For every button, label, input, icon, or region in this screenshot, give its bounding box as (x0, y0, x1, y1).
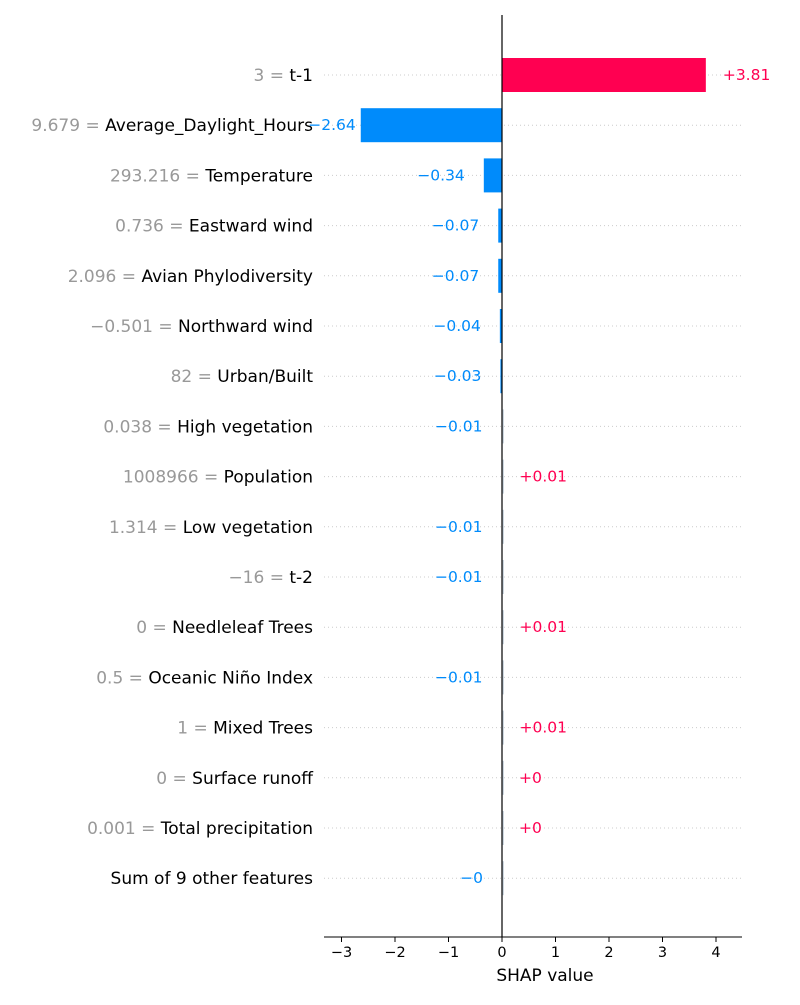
feature-name: Population (224, 468, 313, 488)
feature-label: −0.501 = Northward wind (90, 317, 313, 337)
feature-name: Needleleaf Trees (172, 618, 313, 638)
bar-value-label: +0.01 (520, 719, 568, 737)
shap-bar (360, 108, 502, 143)
shap-bar (501, 459, 504, 494)
feature-label: 1.314 = Low vegetation (109, 518, 313, 538)
feature-label: −16 = t-2 (228, 568, 313, 588)
shap-bar (501, 610, 504, 645)
bar-value-label: −0.07 (432, 217, 480, 235)
feature-name: Northward wind (178, 317, 313, 337)
feature-value: 2.096 = (68, 267, 142, 287)
feature-value: 0 = (156, 769, 192, 789)
shap-bar (501, 660, 504, 695)
x-tick-label: 4 (711, 945, 720, 961)
feature-value: −16 = (228, 568, 289, 588)
bar-value-label: +3.81 (723, 66, 771, 84)
feature-value: 0.038 = (103, 417, 177, 437)
bar-value-label: −0.07 (432, 267, 480, 285)
feature-label: 1 = Mixed Trees (177, 719, 313, 739)
feature-name: t-2 (289, 568, 313, 588)
feature-value: 82 = (171, 367, 218, 387)
shap-bar (501, 811, 504, 845)
feature-label: 2.096 = Avian Phylodiversity (68, 267, 313, 287)
feature-label: 0.038 = High vegetation (103, 417, 313, 437)
shap-bar (499, 309, 502, 343)
x-tick-label: 0 (497, 945, 506, 961)
feature-name: Mixed Trees (213, 719, 313, 739)
bar-value-label: −0.01 (435, 417, 483, 435)
x-tick-label: −3 (331, 945, 352, 961)
x-tick-label: −2 (384, 945, 405, 961)
shap-bar (498, 208, 502, 243)
shap-bar (502, 58, 706, 92)
x-tick-label: 3 (658, 945, 667, 961)
x-tick-label: 2 (604, 945, 613, 961)
feature-name: Average_Daylight_Hours (105, 116, 313, 136)
feature-name: Sum of 9 other features (111, 869, 314, 889)
bar-value-label: +0 (519, 769, 542, 787)
feature-label: 1008966 = Population (123, 468, 313, 488)
feature-value: 0.001 = (87, 819, 161, 839)
feature-name: Low vegetation (183, 518, 313, 538)
feature-value: 0.5 = (96, 668, 148, 688)
bar-value-label: +0 (519, 819, 542, 837)
feature-label: 0.736 = Eastward wind (115, 217, 313, 237)
feature-value: −0.501 = (90, 317, 178, 337)
bar-value-label: −0.04 (433, 317, 481, 335)
feature-name: High vegetation (177, 417, 313, 437)
feature-label: 9.679 = Average_Daylight_Hours (31, 116, 313, 136)
feature-name: Eastward wind (189, 217, 313, 237)
feature-name: Total precipitation (160, 819, 313, 839)
bar-value-label: −2.64 (308, 116, 356, 134)
feature-value: 1 = (177, 719, 213, 739)
feature-label: 0.5 = Oceanic Niño Index (96, 668, 313, 688)
bar-value-label: +0.01 (520, 618, 568, 636)
feature-label: 0 = Needleleaf Trees (136, 618, 313, 638)
x-tick-label: −1 (438, 945, 459, 961)
feature-value: 0 = (136, 618, 172, 638)
bar-value-label: −0.01 (435, 668, 483, 686)
bar-value-label: −0 (460, 869, 483, 887)
shap-bar (501, 560, 504, 594)
feature-label: 0.001 = Total precipitation (87, 819, 313, 839)
x-axis-title: SHAP value (496, 966, 593, 986)
feature-value: 1.314 = (109, 518, 183, 538)
feature-label: 82 = Urban/Built (171, 367, 314, 387)
shap-bar (501, 861, 504, 896)
feature-label: 293.216 = Temperature (110, 166, 313, 186)
shap-bar (501, 509, 504, 544)
shap-bar (501, 760, 504, 795)
feature-label: 3 = t-1 (254, 66, 314, 86)
feature-label: Sum of 9 other features (111, 869, 314, 889)
bar-value-label: −0.01 (435, 518, 483, 536)
feature-value: 1008966 = (123, 468, 224, 488)
bar-value-label: −0.03 (434, 367, 482, 385)
feature-value: 293.216 = (110, 166, 205, 186)
feature-name: Temperature (204, 166, 313, 186)
feature-value: 9.679 = (31, 116, 105, 136)
bar-value-label: −0.34 (417, 166, 465, 184)
shap-bar (498, 258, 502, 293)
feature-name: Urban/Built (217, 367, 313, 387)
feature-value: 3 = (254, 66, 290, 86)
shap-bar (501, 409, 504, 444)
shap-bar (501, 710, 504, 745)
shap-bar (483, 158, 502, 193)
feature-label: 0 = Surface runoff (156, 769, 314, 789)
feature-value: 0.736 = (115, 217, 189, 237)
shap-bar (500, 359, 502, 394)
feature-name: Surface runoff (192, 769, 314, 789)
feature-name: Oceanic Niño Index (148, 668, 313, 688)
feature-name: Avian Phylodiversity (141, 267, 313, 287)
bar-value-label: −0.01 (435, 568, 483, 586)
bar-value-label: +0.01 (520, 468, 568, 486)
x-tick-label: 1 (551, 945, 560, 961)
feature-name: t-1 (289, 66, 313, 86)
